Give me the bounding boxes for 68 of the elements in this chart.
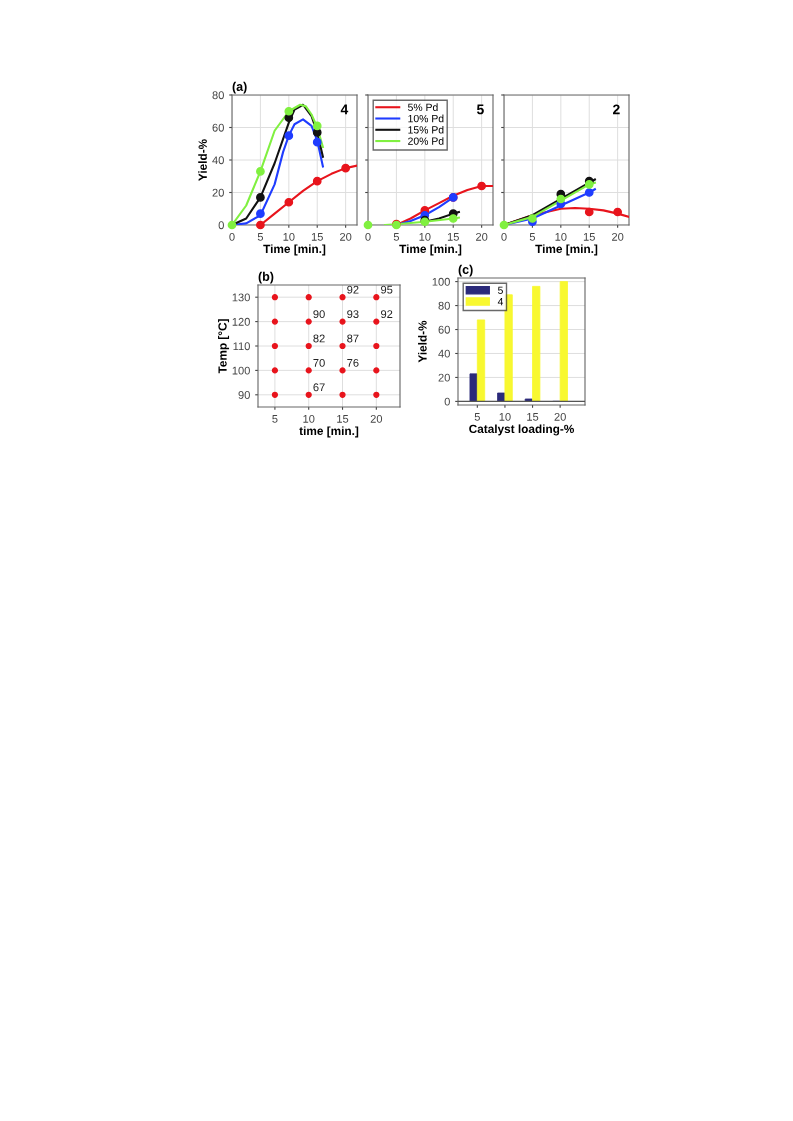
- annotation: 4: [340, 104, 349, 115]
- y-axis-title: Yield-%: [198, 139, 207, 181]
- x-tick-label: 0: [365, 232, 371, 241]
- y-tick-label: 80: [212, 91, 224, 100]
- chart-title: (b): [258, 271, 274, 284]
- y-tick-label: 0: [444, 397, 450, 406]
- annotation: 70: [313, 358, 325, 367]
- y-tick-label: 90: [238, 391, 250, 399]
- x-tick-label: 20: [612, 232, 624, 241]
- legend-label: 5: [498, 286, 503, 294]
- x-tick-label: 15: [311, 233, 323, 241]
- y-tick-label: 80: [438, 301, 450, 310]
- annotation: 90: [313, 310, 325, 319]
- y-tick-label: 100: [432, 277, 450, 286]
- annotation: 5: [476, 104, 484, 115]
- legend-label: 5% Pd: [408, 103, 438, 111]
- annotation: 67: [313, 383, 325, 392]
- x-tick-label: 10: [499, 412, 511, 421]
- x-axis-title: Time [min.]: [263, 244, 326, 256]
- x-tick-label: 0: [501, 232, 507, 241]
- legend-label: 20% Pd: [408, 137, 444, 145]
- y-tick-label: 60: [212, 123, 224, 132]
- y-tick-label: 110: [233, 342, 250, 351]
- y-tick-label: 20: [212, 188, 224, 197]
- x-tick-label: 5: [272, 415, 278, 423]
- x-tick-label: 5: [474, 413, 480, 421]
- annotation: 95: [381, 285, 393, 294]
- legend-label: 15% Pd: [408, 125, 444, 134]
- x-tick-label: 15: [527, 413, 539, 421]
- y-tick-label: 130: [232, 293, 250, 302]
- y-tick-label: 0: [218, 221, 224, 230]
- x-tick-label: 20: [340, 232, 352, 241]
- chart-title: (a): [232, 81, 247, 94]
- annotation: 2: [613, 104, 620, 115]
- annotation: 76: [347, 358, 359, 367]
- legend-label: 4: [497, 297, 504, 306]
- x-axis-title: time [min.]: [299, 426, 359, 438]
- annotation: 92: [381, 310, 393, 319]
- x-tick-label: 10: [303, 414, 315, 423]
- y-tick-label: 100: [232, 366, 250, 375]
- x-tick-label: 15: [447, 233, 459, 241]
- x-axis-title: Time [min.]: [399, 244, 462, 256]
- annotation: 87: [347, 334, 359, 343]
- y-tick-label: 20: [438, 373, 450, 382]
- annotation: 92: [347, 285, 359, 294]
- x-axis-title: Catalyst loading-%: [469, 424, 574, 436]
- y-tick-label: 40: [438, 349, 450, 358]
- y-tick-label: 40: [212, 156, 224, 165]
- legend-label: 10% Pd: [408, 114, 444, 123]
- annotation: 82: [313, 334, 325, 343]
- x-tick-label: 5: [257, 233, 264, 241]
- x-tick-label: 20: [370, 414, 383, 423]
- x-tick-label: 5: [393, 233, 400, 241]
- y-tick-label: 60: [438, 325, 450, 334]
- x-tick-label: 10: [283, 232, 295, 241]
- x-tick-label: 10: [419, 232, 431, 241]
- x-tick-label: 10: [555, 232, 567, 241]
- x-tick-label: 20: [476, 232, 488, 241]
- x-tick-label: 5: [529, 233, 536, 241]
- x-tick-label: 20: [554, 412, 566, 421]
- x-axis-title: Time [min.]: [535, 244, 598, 256]
- chart-title: (c): [458, 264, 473, 277]
- x-tick-label: 15: [337, 415, 349, 423]
- y-tick-label: 120: [232, 317, 250, 326]
- x-tick-label: 15: [583, 233, 595, 241]
- annotation: 93: [347, 310, 359, 319]
- y-axis-title: Yield-%: [418, 320, 427, 363]
- y-axis-title: Temp [°C]: [218, 319, 230, 374]
